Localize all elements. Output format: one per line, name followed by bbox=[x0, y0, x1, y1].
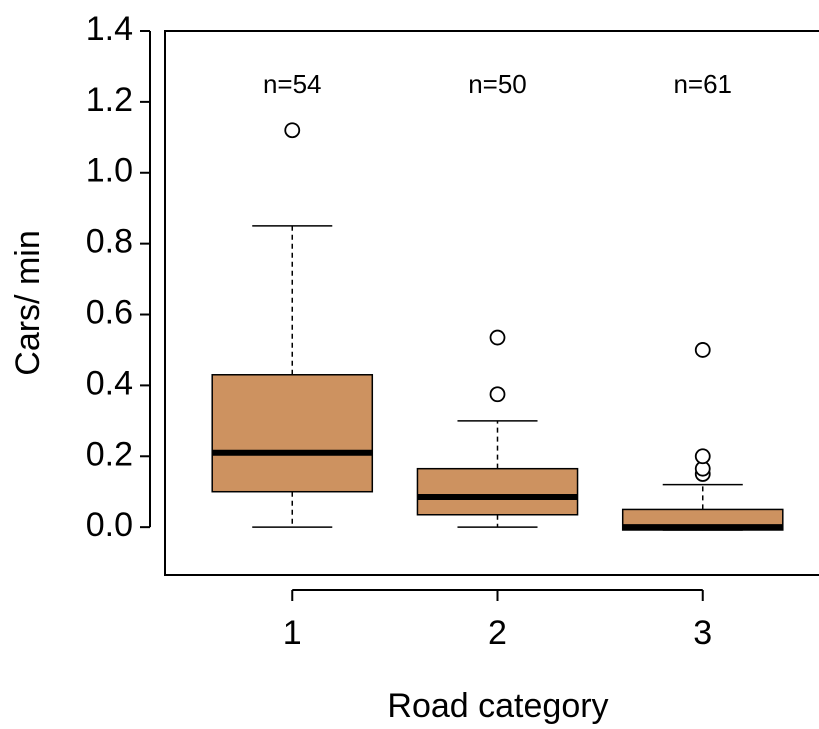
x-tick-label: 1 bbox=[283, 614, 302, 652]
y-tick-label: 1.0 bbox=[86, 152, 133, 190]
outlier bbox=[284, 122, 301, 139]
y-tick-label: 0.4 bbox=[86, 364, 133, 402]
outlier bbox=[694, 448, 711, 465]
x-axis-label: Road category bbox=[387, 687, 608, 725]
y-tick-label: 0.0 bbox=[86, 506, 133, 544]
plot-frame bbox=[164, 30, 819, 576]
annotation: n=54 bbox=[263, 69, 322, 99]
outlier bbox=[489, 329, 506, 346]
x-tick-label: 2 bbox=[488, 614, 507, 652]
y-tick-label: 1.4 bbox=[86, 10, 133, 48]
box bbox=[416, 467, 579, 516]
y-tick-label: 0.6 bbox=[86, 294, 133, 332]
annotation: n=50 bbox=[468, 69, 527, 99]
y-axis-label: Cars/ min bbox=[9, 230, 47, 375]
y-tick-label: 0.2 bbox=[86, 435, 133, 473]
annotation: n=61 bbox=[673, 69, 732, 99]
y-tick-label: 0.8 bbox=[86, 223, 133, 261]
outlier bbox=[694, 342, 711, 358]
box bbox=[211, 374, 374, 493]
outlier bbox=[489, 386, 506, 403]
x-tick-label: 3 bbox=[693, 614, 712, 652]
y-tick-label: 1.2 bbox=[86, 81, 133, 119]
